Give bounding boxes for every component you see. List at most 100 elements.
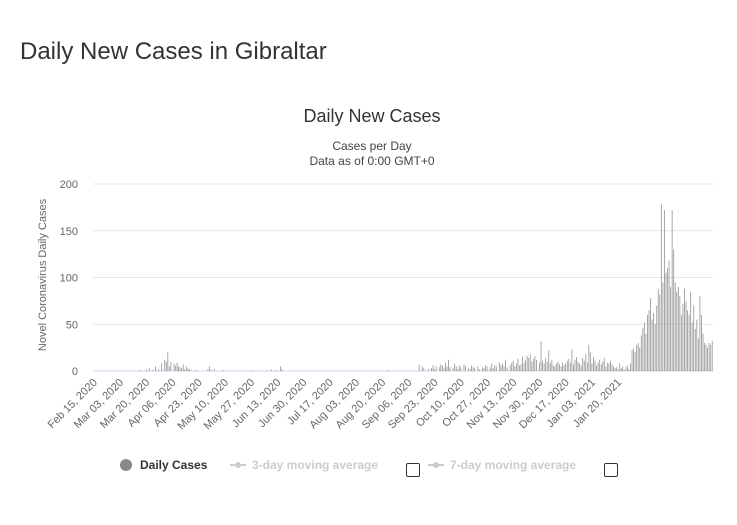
bar <box>588 344 590 371</box>
grid-lines <box>93 183 713 372</box>
bar <box>500 365 502 371</box>
bar <box>694 328 696 371</box>
bar <box>534 356 536 371</box>
bar <box>543 363 545 371</box>
bar <box>673 249 675 371</box>
bar <box>662 282 664 371</box>
bar <box>517 358 519 371</box>
bar <box>647 314 648 371</box>
bar <box>654 324 656 371</box>
bar <box>682 303 684 371</box>
bar <box>457 369 459 371</box>
bar <box>674 282 676 371</box>
bar <box>178 366 180 371</box>
legend-7day-ma[interactable]: 7-day moving average <box>428 458 576 472</box>
bar <box>650 298 651 371</box>
bar <box>209 366 210 371</box>
bar <box>560 366 562 371</box>
bar <box>636 344 638 371</box>
bar <box>458 365 460 371</box>
bar <box>680 314 682 371</box>
bar <box>511 362 513 371</box>
bar <box>431 368 432 371</box>
bar <box>509 365 511 371</box>
bar <box>139 370 141 371</box>
bar <box>574 359 576 371</box>
bar <box>657 288 659 371</box>
legend-daily-cases[interactable]: Daily Cases <box>120 458 207 472</box>
bar <box>577 361 579 371</box>
bar <box>697 338 699 371</box>
bar <box>705 344 707 371</box>
bar <box>623 370 625 371</box>
bar <box>515 363 517 371</box>
bar <box>463 364 465 371</box>
bar <box>446 366 448 371</box>
bar <box>579 363 581 371</box>
bar <box>444 362 446 371</box>
bar <box>522 356 523 371</box>
bar <box>571 349 573 371</box>
bar <box>151 370 153 371</box>
bar <box>165 361 167 371</box>
bar <box>222 370 224 371</box>
y-tick-label: 150 <box>60 226 78 238</box>
bar <box>634 352 636 371</box>
bar <box>478 369 480 371</box>
bar <box>176 362 178 371</box>
bar <box>668 260 670 371</box>
bar <box>667 268 668 371</box>
bar <box>548 350 550 371</box>
bar <box>435 366 437 371</box>
bar <box>642 327 644 371</box>
bar <box>168 366 170 371</box>
bar <box>608 363 610 371</box>
bar <box>602 361 604 371</box>
bar <box>685 300 687 372</box>
legend-3day-ma[interactable]: 3-day moving average <box>230 458 378 472</box>
bar <box>603 357 605 371</box>
bar <box>699 296 701 371</box>
bar <box>173 363 175 371</box>
bar <box>552 365 554 371</box>
bar <box>440 364 442 371</box>
bar <box>663 210 665 371</box>
bar <box>281 369 283 371</box>
bar <box>545 357 547 371</box>
bar <box>684 288 685 371</box>
checkbox-3day-ma[interactable] <box>406 463 420 477</box>
y-tick-label: 200 <box>60 179 78 191</box>
bar <box>702 333 704 371</box>
bar <box>539 362 540 371</box>
bar <box>687 310 688 371</box>
bar <box>707 347 709 372</box>
bar <box>554 366 556 371</box>
bar <box>477 366 479 371</box>
bar <box>639 347 641 372</box>
bar <box>546 361 548 371</box>
bar <box>523 362 525 371</box>
bar <box>491 363 493 371</box>
bar <box>502 363 503 371</box>
bar <box>469 369 471 371</box>
bar <box>279 366 281 371</box>
legend-3day-ma-label: 3-day moving average <box>252 458 379 472</box>
bar <box>617 369 619 371</box>
bar <box>489 367 491 371</box>
bar <box>616 367 618 371</box>
checkbox-7day-ma[interactable] <box>604 463 618 477</box>
bar <box>679 296 681 371</box>
bar <box>708 342 710 371</box>
bar <box>625 367 627 371</box>
bar <box>614 368 616 371</box>
bar <box>526 356 528 371</box>
bar <box>704 342 705 371</box>
bar <box>606 362 608 371</box>
bars <box>139 203 713 372</box>
bar <box>671 210 673 371</box>
bar <box>519 365 520 371</box>
bar <box>594 360 596 371</box>
bar <box>656 305 658 371</box>
bar <box>659 294 661 371</box>
